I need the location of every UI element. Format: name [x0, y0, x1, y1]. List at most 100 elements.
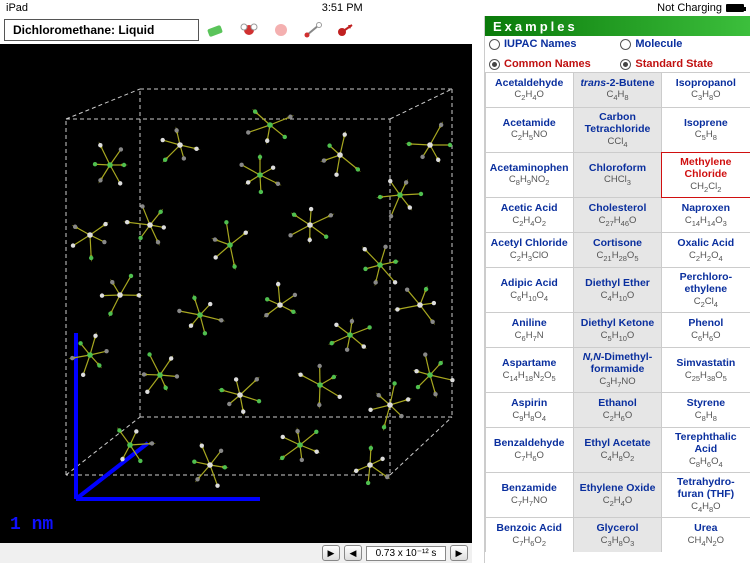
molecule-formula: C7H6O: [488, 450, 571, 463]
molecule-name: Acetaminophen: [488, 162, 571, 175]
battery-icon: [726, 4, 744, 12]
molecule-cell[interactable]: IsopreneC5H8: [661, 107, 750, 153]
molecule-cell[interactable]: NaproxenC14H14O3: [661, 197, 750, 233]
molecule-style-icon[interactable]: [235, 19, 263, 41]
step-forward-button[interactable]: ▶: [450, 545, 468, 561]
molecule-name: Adipic Acid: [488, 277, 571, 290]
molecule-name: Methylene Chloride: [664, 156, 747, 181]
molecule-name: Phenol: [664, 317, 747, 330]
molecule-name: Isopropanol: [664, 77, 747, 90]
molecule-name: Acetamide: [488, 117, 571, 130]
molecule-cell[interactable]: StyreneC8H8: [661, 392, 750, 428]
molecule-cell[interactable]: Perchloro-ethyleneC2Cl4: [661, 267, 750, 313]
molecule-cell[interactable]: UreaCH4N2O: [661, 517, 750, 553]
examples-panel: Examples IUPAC Names Molecule Common Names…: [484, 16, 750, 563]
molecule-formula: C2Cl4: [664, 296, 747, 309]
molecule-cell[interactable]: Benzoic AcidC7H6O2: [485, 517, 574, 553]
molecule-name: Carbon Tetrachloride: [576, 111, 659, 136]
molecule-cell[interactable]: EthanolC2H6O: [573, 392, 662, 428]
molecule-name: Benzaldehyde: [488, 437, 571, 450]
molecule-cell[interactable]: BenzaldehydeC7H6O: [485, 427, 574, 473]
device-label: iPad: [6, 2, 28, 14]
panel-divider[interactable]: ⋮⋮: [472, 16, 484, 563]
examples-header: Examples: [485, 16, 750, 36]
molecule-name: Glycerol: [576, 522, 659, 535]
stick-model-icon[interactable]: [299, 19, 327, 41]
molecule-cell[interactable]: AnilineC6H7N: [485, 312, 574, 348]
molecule-formula: C4H8: [576, 89, 659, 102]
molecule-cell[interactable]: CortisoneC21H28O5: [573, 232, 662, 268]
molecule-cell[interactable]: AcetaldehydeC2H4O: [485, 72, 574, 108]
molecule-formula: C8H9NO2: [488, 174, 571, 187]
molecule-cell[interactable]: BenzamideC7H7NO: [485, 472, 574, 518]
toolbar: Dichloromethane: Liquid: [0, 16, 472, 44]
molecule-cell[interactable]: Diethyl EtherC4H10O: [573, 267, 662, 313]
molecule-cell[interactable]: Methylene ChlorideCH2Cl2: [661, 152, 750, 198]
molecule-formula: C2H4O2: [488, 215, 571, 228]
filter-label: Molecule: [635, 38, 682, 50]
molecule-cell[interactable]: CholesterolC27H46O: [573, 197, 662, 233]
molecule-cell[interactable]: AspirinC9H8O4: [485, 392, 574, 428]
molecule-formula: C6H10O4: [488, 290, 571, 303]
step-back-button[interactable]: ◀: [344, 545, 362, 561]
molecule-cell[interactable]: AcetaminophenC8H9NO2: [485, 152, 574, 198]
molecule-cell[interactable]: Oxalic AcidC2H2O4: [661, 232, 750, 268]
radio-icon: [620, 59, 631, 70]
molecule-name: Cholesterol: [576, 202, 659, 215]
molecule-cell[interactable]: Acetic AcidC2H4O2: [485, 197, 574, 233]
filter-common-names[interactable]: Common Names: [489, 58, 612, 70]
molecule-name: Aspirin: [488, 397, 571, 410]
molecule-formula: C6H6O: [664, 330, 747, 343]
molecule-name: Acetic Acid: [488, 202, 571, 215]
molecule-name: Acetaldehyde: [488, 77, 571, 90]
molecule-cell[interactable]: AcetamideC2H5NO: [485, 107, 574, 153]
filter-iupac-names[interactable]: IUPAC Names: [489, 38, 612, 50]
molecule-cell[interactable]: Ethylene OxideC2H4O: [573, 472, 662, 518]
scale-label: 1 nm: [10, 515, 53, 535]
molecule-cell[interactable]: Carbon TetrachlorideCCl4: [573, 107, 662, 153]
molecule-cell[interactable]: IsopropanolC3H8O: [661, 72, 750, 108]
molecule-name: Oxalic Acid: [664, 237, 747, 250]
play-button[interactable]: ▶: [322, 545, 340, 561]
molecule-cell[interactable]: trans-2-ButeneC4H8: [573, 72, 662, 108]
molecule-cell[interactable]: AspartameC14H18N2O5: [485, 347, 574, 393]
molecule-title: Dichloromethane: Liquid: [4, 19, 199, 41]
molecule-name: trans-2-Butene: [576, 77, 659, 90]
molecule-name: Tetrahydro-furan (THF): [664, 476, 747, 501]
simulation-panel: Dichloromethane: Liquid 1 nm ▶ ◀: [0, 16, 472, 563]
simulation-canvas: [0, 44, 472, 543]
single-atom-icon[interactable]: [267, 19, 295, 41]
molecule-name: Styrene: [664, 397, 747, 410]
molecule-formula: C5H8: [664, 129, 747, 142]
molecule-cell[interactable]: Tetrahydro-furan (THF)C4H8O: [661, 472, 750, 518]
molecule-cell[interactable]: GlycerolC3H8O3: [573, 517, 662, 553]
vector-model-icon[interactable]: [331, 19, 359, 41]
molecule-name: Benzamide: [488, 482, 571, 495]
molecule-cell[interactable]: Acetyl ChlorideC2H3ClO: [485, 232, 574, 268]
molecule-formula: C2H3ClO: [488, 250, 571, 263]
molecule-formula: CH2Cl2: [664, 181, 747, 194]
molecule-name: Acetyl Chloride: [488, 237, 571, 250]
molecule-cell[interactable]: ChloroformCHCl3: [573, 152, 662, 198]
simulation-viewport[interactable]: 1 nm: [0, 44, 472, 543]
filter-row: IUPAC Names Molecule Common Names Standard …: [485, 36, 750, 72]
molecule-formula: CH4N2O: [664, 535, 747, 548]
molecule-name: Isoprene: [664, 117, 747, 130]
molecule-cell[interactable]: SimvastatinC25H38O5: [661, 347, 750, 393]
clock: 3:51 PM: [322, 2, 363, 14]
molecule-name: Chloroform: [576, 162, 659, 175]
filter-standard-state[interactable]: Standard State: [620, 58, 743, 70]
filter-molecule[interactable]: Molecule: [620, 38, 743, 50]
molecule-formula: C2H5NO: [488, 129, 571, 142]
molecule-cell[interactable]: Diethyl KetoneC5H10O: [573, 312, 662, 348]
molecule-cell[interactable]: N,N-Dimethyl-formamideC3H7NO: [573, 347, 662, 393]
molecule-formula: C7H7NO: [488, 495, 571, 508]
molecule-cell[interactable]: Terephthalic AcidC8H6O4: [661, 427, 750, 473]
molecule-name: Urea: [664, 522, 747, 535]
molecule-formula: C2H4O: [488, 89, 571, 102]
molecule-cell[interactable]: PhenolC6H6O: [661, 312, 750, 348]
molecule-formula: C21H28O5: [576, 250, 659, 263]
molecule-cell[interactable]: Adipic AcidC6H10O4: [485, 267, 574, 313]
molecule-cell[interactable]: Ethyl AcetateC4H8O2: [573, 427, 662, 473]
label-tool-icon[interactable]: [203, 19, 231, 41]
